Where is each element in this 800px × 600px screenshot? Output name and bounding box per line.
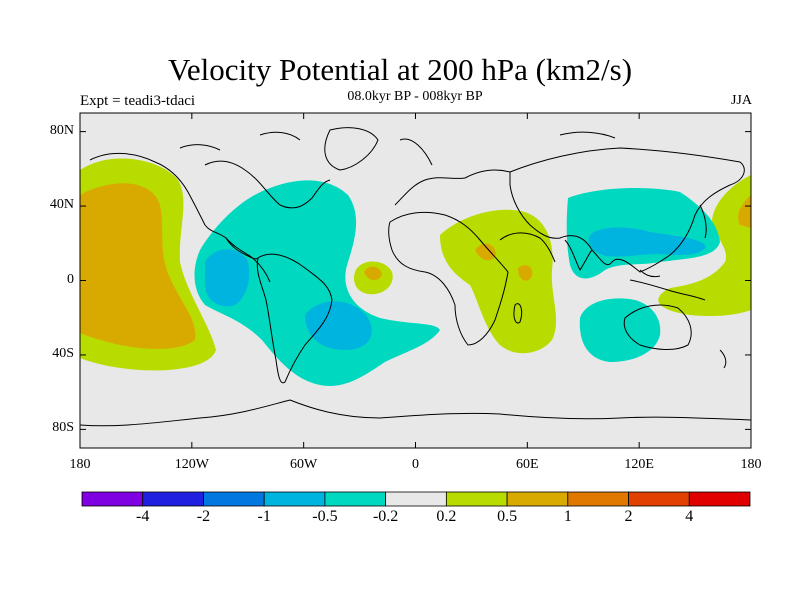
lon-tick-label: 120E [624, 457, 654, 472]
contour-neg-indian-ocean [579, 298, 661, 362]
contour-neg-americas [194, 180, 440, 386]
lon-tick-label: 60W [290, 457, 318, 472]
colorbar-label: -0.5 [312, 508, 338, 525]
contour-pos-west-pacific [658, 175, 751, 317]
contour-pos-atlantic-inner [364, 266, 382, 281]
colorbar-label: 1 [563, 508, 572, 525]
colorbar-swatch [385, 491, 447, 507]
season-label: JJA [730, 93, 752, 108]
colorbar-swatch [203, 491, 265, 507]
coast-new-zealand [719, 349, 727, 369]
colorbar-swatch [628, 491, 690, 507]
coast-japan [699, 204, 707, 239]
subtitle: 08.0kyr BP - 008kyr BP [347, 89, 483, 104]
colorbar-label: 2 [624, 508, 633, 525]
colorbar-swatch [263, 491, 326, 507]
coast-arabia-india [499, 232, 593, 272]
contour-pos-west-pacific-inner [738, 195, 751, 228]
lat-tick-label: 80N [49, 122, 74, 138]
colorbar-swatch [142, 491, 204, 507]
contour-neg-americas-inner1 [205, 249, 250, 307]
coast-asia [509, 147, 745, 273]
contour-layer [80, 158, 751, 386]
contour-pos-africa-inner1 [475, 243, 496, 261]
lon-tick-label: 180 [69, 457, 91, 472]
contour-pos-africa-inner2 [518, 265, 533, 281]
axis-ticks [79, 113, 752, 448]
coast-indonesia [629, 269, 706, 301]
colorbar-label: 4 [685, 508, 694, 525]
coast-antarctica [80, 399, 751, 427]
coast-arctic-islands [179, 131, 616, 151]
colorbar-swatch [567, 491, 629, 507]
colorbar-label: 0.5 [497, 508, 518, 525]
contour-neg-americas-inner2 [305, 301, 372, 350]
colorbar-swatch [324, 491, 387, 507]
contour-pos-east-pacific-inner [80, 183, 196, 349]
lon-tick-label: 60E [516, 457, 539, 472]
page-title: Velocity Potential at 200 hPa (km2/s) [167, 52, 633, 87]
coast-central-america [225, 237, 259, 260]
colorbar-swatch [506, 491, 569, 507]
coast-north-america [89, 152, 331, 283]
colorbar-swatch [445, 491, 508, 507]
coast-africa [388, 211, 509, 346]
coast-australia [623, 304, 692, 350]
lon-tick-label: 180 [740, 457, 762, 472]
lat-tick-label: 80S [52, 420, 74, 436]
colorbar-label: -2 [196, 508, 211, 525]
lat-tick-label: 40S [52, 345, 74, 361]
colorbar [81, 491, 751, 507]
lon-tick-label: 0 [412, 457, 419, 472]
coast-madagascar [513, 303, 523, 324]
contour-pos-africa [440, 209, 557, 354]
experiment-label: Expt = teadi3-tdaci [80, 93, 196, 109]
colorbar-label: 0.2 [436, 508, 457, 525]
coastlines [80, 127, 751, 427]
lat-tick-label: 0 [67, 271, 74, 287]
coast-europe [394, 138, 511, 206]
coast-greenland [324, 127, 379, 171]
colorbar-swatch [81, 491, 144, 507]
lon-tick-label: 120W [174, 457, 209, 472]
map-background [80, 113, 751, 448]
colorbar-label: -1 [257, 508, 271, 525]
colorbar-label: -4 [136, 508, 150, 525]
colorbar-swatch [688, 491, 751, 507]
colorbar-label: -0.2 [372, 508, 399, 525]
coast-south-america [256, 253, 333, 384]
lat-tick-label: 40N [49, 197, 74, 213]
